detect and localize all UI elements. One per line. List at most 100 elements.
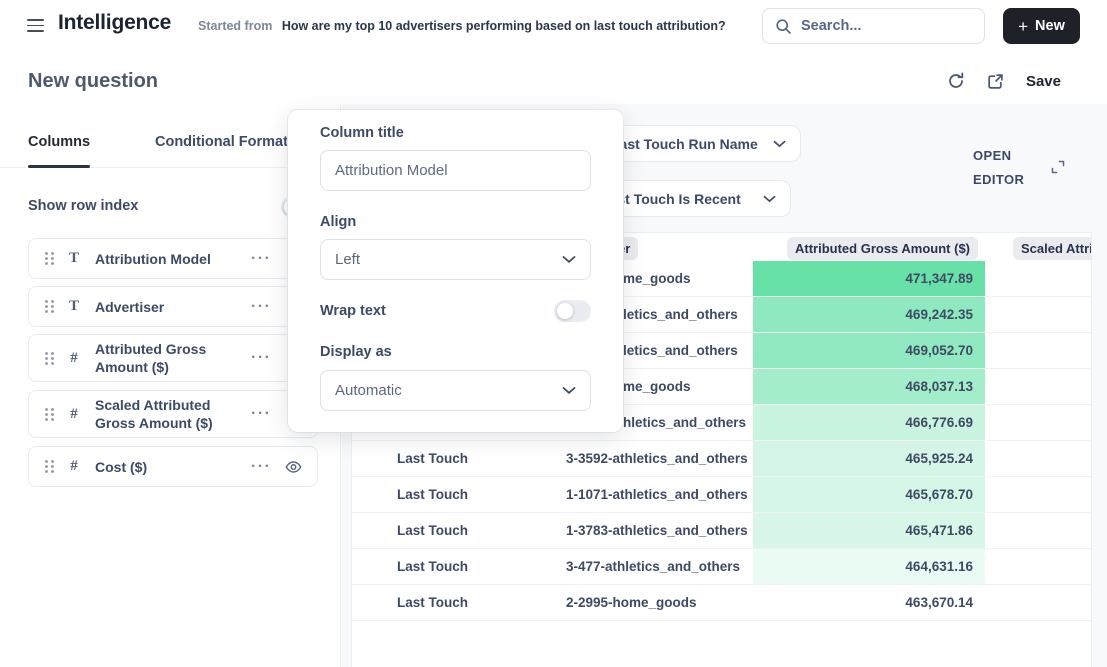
plus-icon: + [1018,16,1029,36]
filter-last-touch-run-name[interactable]: Last Touch Run Name [593,125,801,162]
cell-advertiser: me_goods [623,271,691,286]
align-label: Align [320,214,357,230]
cell-advertiser: 1-1071-athletics_and_others [566,487,748,502]
cell-attributed-gross-amount: 469,052.70 [753,333,985,368]
cell-scaled-attributed-gross-amount [985,333,1091,368]
more-menu-icon[interactable]: ··· [251,249,272,267]
chevron-down-icon [763,195,776,202]
table-body: me_goods 471,347.89 letics_and_others 46… [352,261,1091,621]
table-row[interactable]: letics_and_others 469,052.70 [352,333,1091,369]
cell-scaled-attributed-gross-amount [985,441,1091,476]
drag-handle-icon[interactable] [44,407,55,422]
field-label: Attribution Model [95,250,211,267]
column-header-scaled-attributed-gross-amount[interactable]: Scaled Attributed Gross Amount ($) [1013,237,1091,260]
cell-attribution-model: Last Touch [397,451,469,466]
cell-attribution-model: Last Touch [397,523,469,538]
table-row[interactable]: me_goods 471,347.89 [352,261,1091,297]
cell-scaled-attributed-gross-amount [985,477,1091,512]
chevron-down-icon [562,256,576,263]
column-title-label: Column title [320,125,404,141]
column-field-card[interactable]: T Advertiser ··· [28,286,318,327]
table-row[interactable]: Last Touch 1-1071-athletics_and_others 4… [352,477,1091,513]
cell-attributed-gross-amount: 471,347.89 [753,261,985,296]
cell-attribution-model: Last Touch [397,487,469,502]
cell-scaled-attributed-gross-amount [985,549,1091,584]
share-button[interactable] [987,73,1004,90]
cell-attributed-gross-amount: 468,037.13 [753,369,985,404]
drag-handle-icon[interactable] [44,459,55,474]
tab-conditional-formatting[interactable]: Conditional Formatting [155,134,315,150]
display-as-label: Display as [320,344,392,360]
cell-attributed-gross-amount: 465,925.24 [753,441,985,476]
cell-scaled-attributed-gross-amount [985,585,1091,620]
column-field-card[interactable]: # Scaled Attributed Gross Amount ($) ··· [28,390,318,438]
drag-handle-icon[interactable] [44,351,55,366]
eye-icon[interactable] [285,460,302,474]
cell-attributed-gross-amount: 465,678.70 [753,477,985,512]
cell-advertiser: 3-477-athletics_and_others [566,559,741,574]
open-editor-button[interactable]: OPEN EDITOR [973,144,1039,192]
search-placeholder: Search... [801,18,862,34]
search-icon [776,18,791,34]
cell-advertiser: 1-3783-athletics_and_others [566,523,748,538]
table-row[interactable]: Last Touch 3-3592-athletics_and_others 4… [352,441,1091,477]
settings-tab-bar: Columns Conditional Formatting [0,120,340,168]
more-menu-icon[interactable]: ··· [251,297,272,315]
cell-attributed-gross-amount: 463,670.14 [905,595,973,610]
field-type-icon: # [70,405,78,422]
cell-scaled-attributed-gross-amount [985,405,1091,440]
expand-icon[interactable] [1050,159,1066,175]
cell-attribution-model: Last Touch [397,559,469,574]
search-input[interactable]: Search... [762,8,985,44]
display-as-select[interactable]: Automatic [320,370,591,411]
table-row[interactable]: Last Touch 2-2995-home_goods 463,670.14 [352,585,1091,621]
display-as-selected-value: Automatic [335,382,402,399]
hamburger-menu-icon[interactable] [27,19,44,32]
table-row[interactable]: hletics_and_others 466,776.69 [352,405,1091,441]
source-question-link[interactable]: How are my top 10 advertisers performing… [281,19,726,33]
cell-advertiser: 2-2995-home_goods [566,595,697,610]
table-row[interactable]: letics_and_others 469,242.35 [352,297,1091,333]
field-label: Attributed Gross Amount ($) [95,341,207,375]
breadcrumb: Started from How are my top 10 advertise… [198,19,726,33]
cell-scaled-attributed-gross-amount [985,513,1091,548]
more-menu-icon[interactable]: ··· [251,457,272,475]
drag-handle-icon[interactable] [44,299,55,314]
more-menu-icon[interactable]: ··· [251,349,272,366]
table-row[interactable]: Last Touch 1-3783-athletics_and_others 4… [352,513,1091,549]
new-button[interactable]: + New [1003,8,1080,44]
cell-attributed-gross-amount: 466,776.69 [753,405,985,440]
column-field-card[interactable]: # Cost ($) ··· [28,446,318,487]
app-title: Intelligence [58,11,172,34]
new-button-label: New [1035,18,1065,34]
field-type-icon: T [68,298,79,314]
cell-advertiser: 3-3592-athletics_and_others [566,451,748,466]
cell-attributed-gross-amount: 465,471.86 [753,513,985,548]
table-row[interactable]: Last Touch 3-477-athletics_and_others 46… [352,549,1091,585]
active-tab-underline [28,164,90,168]
tab-columns[interactable]: Columns [28,134,91,150]
top-header: Intelligence Started from How are my top… [0,0,1107,52]
align-select[interactable]: Left [320,239,591,280]
cell-scaled-attributed-gross-amount [985,369,1091,404]
column-field-card[interactable]: T Attribution Model ··· [28,238,318,279]
save-button[interactable]: Save [1025,72,1061,90]
refresh-button[interactable] [947,72,965,90]
column-title-input[interactable] [320,150,591,191]
cell-advertiser: hletics_and_others [623,415,747,430]
more-menu-icon[interactable]: ··· [251,405,272,422]
column-field-card[interactable]: # Attributed Gross Amount ($) ··· [28,334,318,382]
table-row[interactable]: me_goods 468,037.13 [352,369,1091,405]
column-header-attributed-gross-amount[interactable]: Attributed Gross Amount ($) [787,237,979,260]
column-field-list: T Attribution Model ··· T Advertiser ··· [0,104,340,667]
field-type-icon: # [70,349,78,366]
wrap-text-toggle[interactable] [554,300,591,322]
cell-scaled-attributed-gross-amount [985,261,1091,296]
cell-advertiser: me_goods [623,379,691,394]
page-title: New question [28,70,159,92]
cell-attributed-gross-amount: 469,242.35 [753,297,985,332]
drag-handle-icon[interactable] [44,251,55,266]
results-table: Attribution Model Advertiser Attributed … [351,232,1092,667]
share-icon [988,73,1003,89]
